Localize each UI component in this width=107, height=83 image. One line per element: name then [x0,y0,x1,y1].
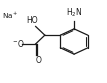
Text: H$_2$N: H$_2$N [66,7,82,20]
Text: $^-$O: $^-$O [11,38,25,49]
Text: O: O [36,56,42,65]
Text: HO: HO [26,16,38,25]
Text: Na$^+$: Na$^+$ [2,10,19,21]
